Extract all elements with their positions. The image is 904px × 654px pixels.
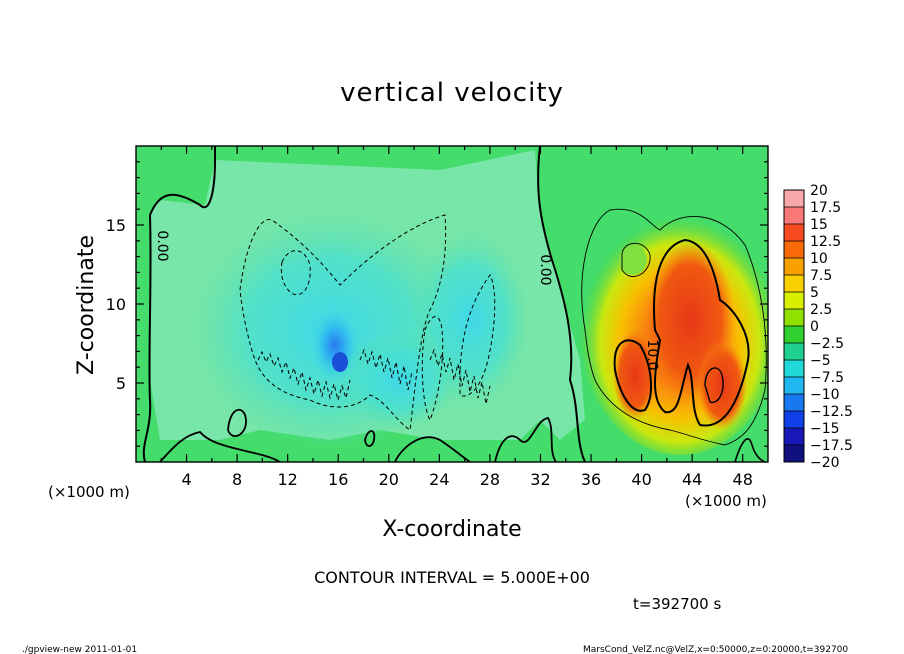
x-tick-label: 20: [379, 470, 399, 489]
x-tick-label: 4: [181, 470, 191, 489]
x-tick-label: 48: [733, 470, 753, 489]
colorbar-label: −20: [810, 455, 840, 471]
x-axis-label: X-coordinate: [382, 517, 521, 542]
colorbar-label: −15: [810, 421, 840, 437]
colorbar-label: −17.5: [810, 438, 853, 454]
colorbar-swatch: [784, 292, 804, 310]
x-tick-label: 28: [480, 470, 500, 489]
x-axis: 4 8 12 16 20 24 28 32 36 40 44 48: [160, 146, 753, 489]
colorbar-label: 0: [810, 319, 819, 335]
colorbar-swatch: [784, 377, 804, 395]
x-unit-right: (×1000 m): [685, 492, 767, 510]
colorbar-swatch: [784, 207, 804, 225]
y-tick-label: 10: [106, 295, 126, 314]
contour-label: 0.00: [537, 254, 553, 285]
colorbar: 2017.51512.5107.552.50−2.5−5−7.5−10−12.5…: [783, 183, 853, 471]
footer-left: ./gpview-new 2011-01-01: [22, 645, 137, 654]
plot-area: [136, 146, 768, 462]
colorbar-label: −5: [810, 353, 831, 369]
colorbar-swatch: [784, 241, 804, 259]
colorbar-swatch: [784, 445, 804, 463]
footer-right: MarsCond_VelZ.nc@VelZ,x=0:50000,z=0:2000…: [583, 645, 848, 654]
contour-interval: CONTOUR INTERVAL = 5.000E+00: [314, 568, 590, 587]
colorbar-swatch: [784, 343, 804, 361]
y-tick-label: 15: [106, 216, 126, 235]
colorbar-swatch: [784, 428, 804, 446]
colorbar-label: 15: [810, 217, 828, 233]
colorbar-swatch: [784, 258, 804, 276]
colorbar-swatch: [784, 326, 804, 344]
colorbar-swatch: [784, 411, 804, 429]
colorbar-swatch: [784, 394, 804, 412]
colorbar-label: 5: [810, 285, 819, 301]
colorbar-label: −7.5: [810, 370, 844, 386]
x-tick-label: 40: [631, 470, 651, 489]
chart-title: vertical velocity: [340, 78, 564, 108]
colorbar-label: −10: [810, 387, 840, 403]
x-tick-label: 44: [682, 470, 702, 489]
colorbar-label: 17.5: [810, 200, 841, 216]
y-tick-label: 5: [116, 374, 126, 393]
x-tick-label: 24: [429, 470, 449, 489]
x-unit-left: (×1000 m): [48, 483, 130, 501]
colorbar-swatch: [784, 224, 804, 242]
colorbar-swatch: [784, 275, 804, 293]
colorbar-label: 12.5: [810, 234, 841, 250]
y-axis: 5 10 15: [106, 161, 768, 447]
colorbar-label: 7.5: [810, 268, 832, 284]
colorbar-label: −2.5: [810, 336, 844, 352]
colorbar-swatch: [784, 360, 804, 378]
time-label: t=392700 s: [633, 595, 721, 613]
contour-labels: 0.00 0.00 10.0: [154, 230, 660, 370]
colorbar-label: −12.5: [810, 404, 853, 420]
colorbar-label: 2.5: [810, 302, 832, 318]
contour-label: 0.00: [154, 230, 170, 261]
x-tick-label: 32: [530, 470, 550, 489]
x-tick-label: 12: [278, 470, 298, 489]
x-tick-label: 8: [232, 470, 242, 489]
x-tick-label: 36: [581, 470, 601, 489]
contour-label: 10.0: [644, 339, 660, 370]
colorbar-swatch: [784, 309, 804, 327]
x-tick-label: 16: [328, 470, 348, 489]
colorbar-swatch: [784, 190, 804, 208]
colorbar-label: 20: [810, 183, 828, 199]
y-axis-label: Z-coordinate: [74, 235, 99, 375]
colorbar-label: 10: [810, 251, 828, 267]
